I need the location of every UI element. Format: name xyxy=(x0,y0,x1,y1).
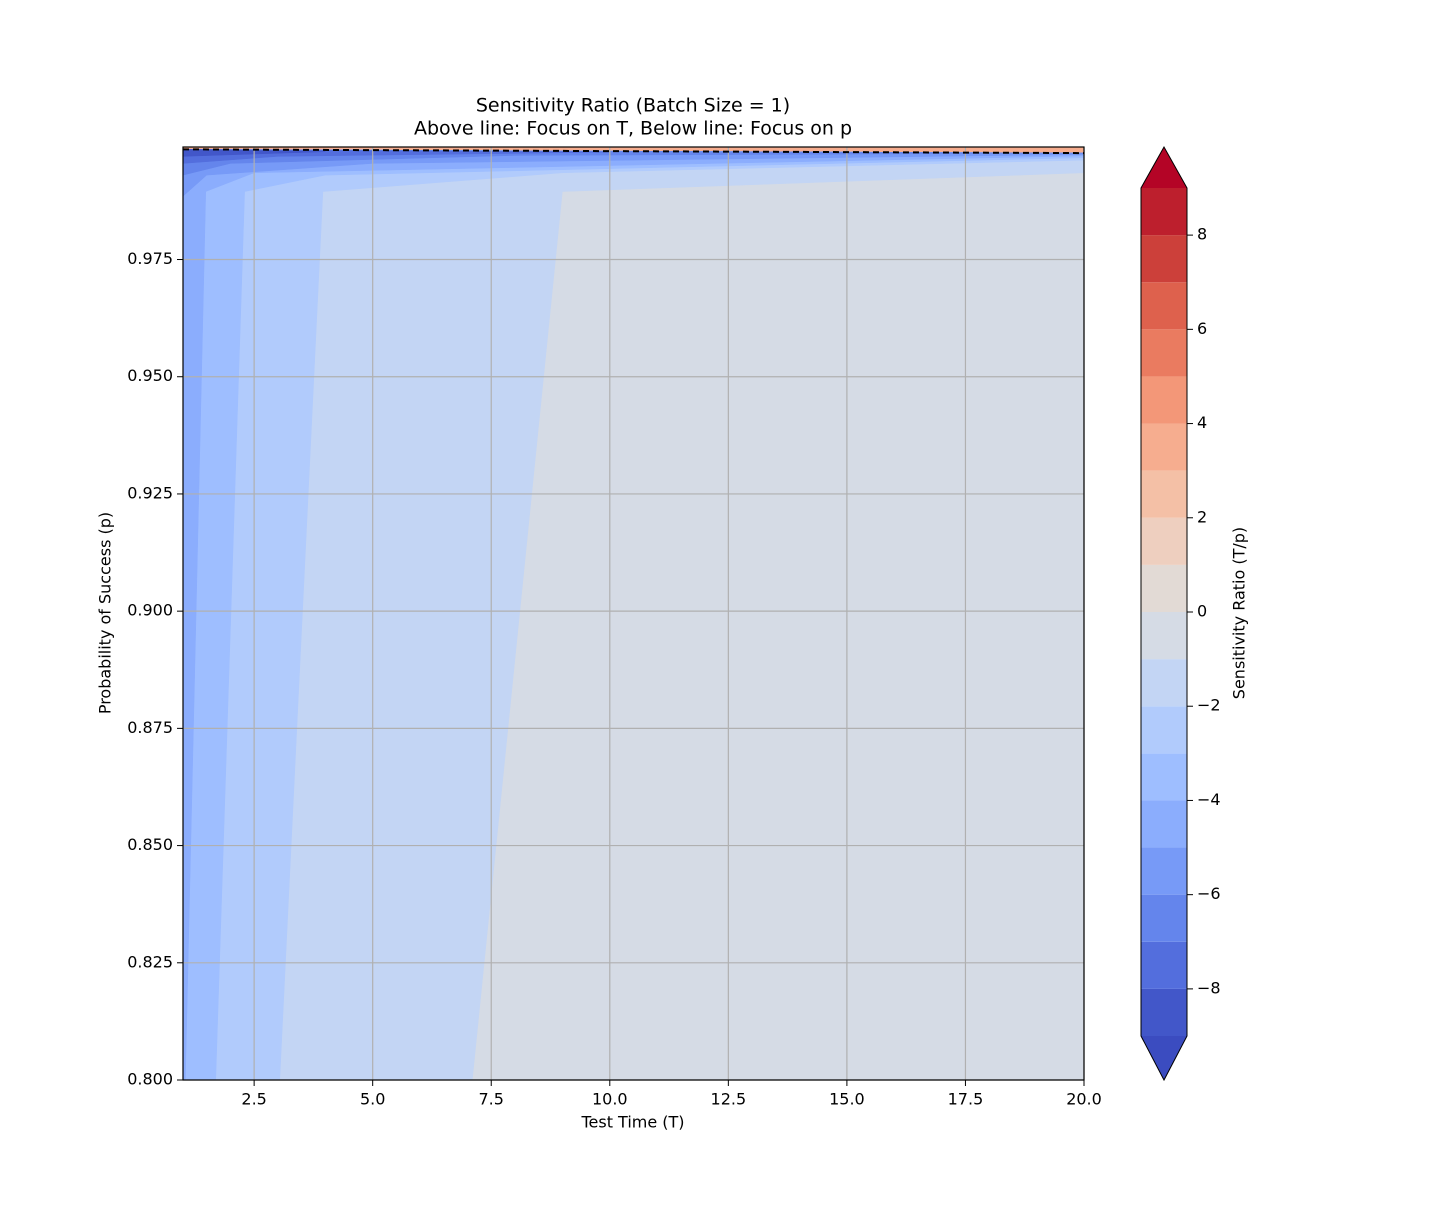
colorbar-tick-label: 4 xyxy=(1197,413,1207,432)
contour-region xyxy=(183,149,1084,1080)
colorbar-extend-max xyxy=(1141,147,1187,188)
colorbar-band xyxy=(1141,706,1187,754)
chart-title: Sensitivity Ratio (Batch Size = 1) xyxy=(476,95,790,117)
colorbar-tick-label: 0 xyxy=(1197,602,1207,621)
colorbar-band xyxy=(1141,376,1187,424)
colorbar-tick-label: 6 xyxy=(1197,319,1207,338)
colorbar-band xyxy=(1141,612,1187,660)
plot-frame xyxy=(182,146,1085,1081)
contour-region xyxy=(183,149,1084,1080)
contour-region xyxy=(183,149,1084,1080)
colorbar-band xyxy=(1141,470,1187,518)
colorbar-band xyxy=(1141,188,1187,236)
y-tick-label: 0.950 xyxy=(127,366,173,385)
colorbar-outline xyxy=(1140,145,1188,1082)
x-tick-label: 2.5 xyxy=(241,1090,266,1109)
contour-area xyxy=(183,147,1084,1080)
colorbar-tick-label: −6 xyxy=(1197,884,1221,903)
y-tick-label: 0.875 xyxy=(127,718,173,737)
colorbar-band xyxy=(1141,753,1187,801)
x-tick-label: 7.5 xyxy=(479,1090,504,1109)
zero-contour-line xyxy=(182,148,1085,155)
y-axis-label: Probability of Success (p) xyxy=(96,512,115,714)
colorbar-band xyxy=(1141,894,1187,942)
x-tick-label: 12.5 xyxy=(711,1090,747,1109)
colorbar-extend-min xyxy=(1141,1036,1187,1080)
colorbar-tick-label: 2 xyxy=(1197,507,1207,526)
colorbar-tick-label: −4 xyxy=(1197,790,1221,809)
colorbar-tick-label: −2 xyxy=(1197,696,1221,715)
contour-region xyxy=(183,149,1084,197)
colorbar-tick-label: 8 xyxy=(1197,225,1207,244)
colorbar-band xyxy=(1141,235,1187,283)
x-tick-label: 20.0 xyxy=(1066,1090,1102,1109)
contour-region xyxy=(183,149,1084,1080)
colorbar-band xyxy=(1141,564,1187,612)
colorbar-band xyxy=(1141,517,1187,565)
y-tick-label: 0.975 xyxy=(127,249,173,268)
y-tick-label: 0.850 xyxy=(127,835,173,854)
x-tick-label: 10.0 xyxy=(592,1090,628,1109)
colorbar-band xyxy=(1141,659,1187,707)
y-tick-label: 0.900 xyxy=(127,601,173,620)
colorbar-band xyxy=(1141,329,1187,377)
colorbar-tick-label: −8 xyxy=(1197,978,1221,997)
x-axis-label: Test Time (T) xyxy=(580,1113,684,1132)
foreground: 2.5 5.0 7.5 10.0 12.5 15.0 17.5 20.0 0.800 0.825 0… xyxy=(127,148,1102,1109)
y-tick-label: 0.925 xyxy=(127,483,173,502)
y-tick-label: 0.800 xyxy=(127,1070,173,1089)
colorbar-label: Sensitivity Ratio (T/p) xyxy=(1230,527,1249,699)
contour-region xyxy=(183,149,1084,176)
colorbar-band xyxy=(1141,423,1187,471)
colorbar-band xyxy=(1141,282,1187,330)
chart-subtitle: Above line: Focus on T, Below line: Focu… xyxy=(414,118,852,140)
colorbar-band xyxy=(1141,847,1187,895)
x-tick-label: 15.0 xyxy=(829,1090,865,1109)
x-tick-label: 17.5 xyxy=(948,1090,984,1109)
y-tick-label: 0.825 xyxy=(127,952,173,971)
colorbar-band xyxy=(1141,988,1187,1036)
x-tick-label: 5.0 xyxy=(360,1090,385,1109)
colorbar-band xyxy=(1141,800,1187,848)
colorbar-band xyxy=(1141,941,1187,989)
